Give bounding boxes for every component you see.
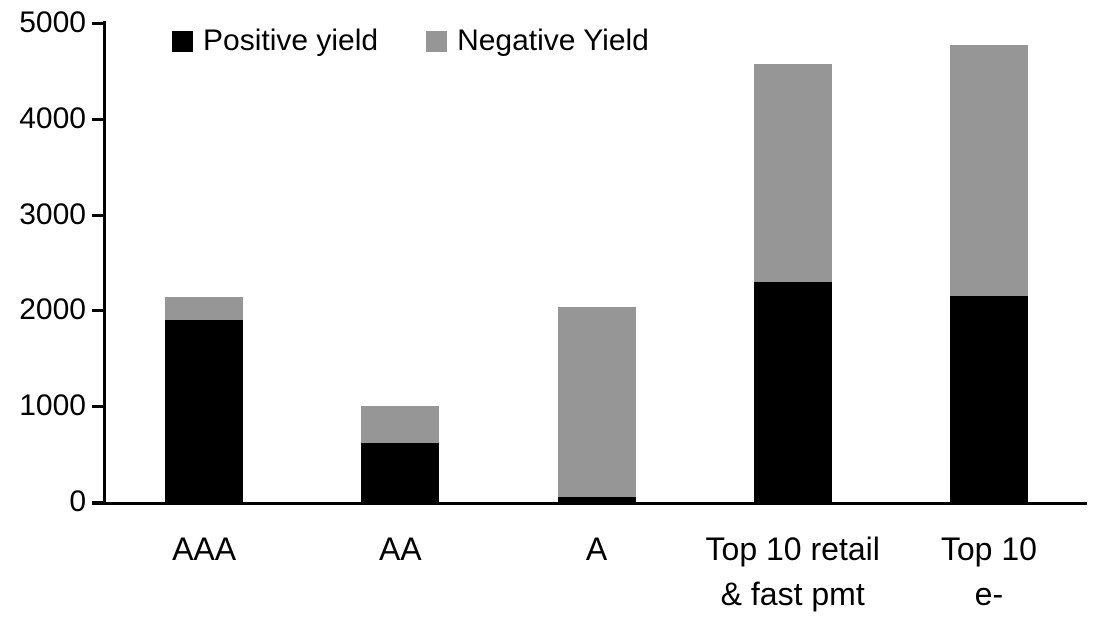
y-tick-label: 1000 xyxy=(19,389,86,423)
bar-segment-negative-yield xyxy=(557,306,636,498)
y-tick-mark xyxy=(92,22,106,25)
bar-segment-negative-yield xyxy=(753,64,832,282)
y-axis-line xyxy=(103,21,106,505)
legend-label: Positive yield xyxy=(203,24,379,57)
y-tick-label: 0 xyxy=(69,485,86,518)
bar-segment-negative-yield xyxy=(949,45,1028,297)
x-category-label: Top 10 e-commerce xyxy=(940,531,1037,612)
chart-legend: Positive yield Negative Yield xyxy=(172,24,649,58)
x-category-label: AAA xyxy=(172,531,237,567)
bar-segment-negative-yield xyxy=(361,406,440,443)
y-tick-mark xyxy=(92,213,106,217)
y-tick-label: 3000 xyxy=(19,197,86,231)
x-category-label: AA xyxy=(378,531,422,567)
y-tick-label: 4000 xyxy=(19,101,86,135)
legend-swatch-icon xyxy=(426,30,448,52)
x-category-label: A xyxy=(585,531,608,567)
legend-item-positive-yield: Positive yield xyxy=(172,24,378,58)
bar-segment-positive-yield xyxy=(949,296,1028,502)
y-tick-mark xyxy=(92,309,106,313)
y-tick-label: 2000 xyxy=(19,293,86,327)
bar-segment-positive-yield xyxy=(165,319,244,502)
legend-label: Negative Yield xyxy=(457,24,649,57)
y-tick-label: 5000 xyxy=(19,6,86,39)
x-category-label: Top 10 retail & fast pmt xyxy=(705,531,880,612)
bar-segment-positive-yield xyxy=(753,281,832,502)
bar-segment-negative-yield xyxy=(165,296,244,320)
x-axis-line xyxy=(92,502,1087,505)
legend-swatch-icon xyxy=(172,30,193,52)
y-tick-mark xyxy=(92,117,106,121)
bar-segment-positive-yield xyxy=(557,497,636,502)
y-tick-mark xyxy=(92,405,106,409)
legend-item-negative-yield: Negative Yield xyxy=(426,24,649,58)
bar-segment-positive-yield xyxy=(361,442,440,502)
